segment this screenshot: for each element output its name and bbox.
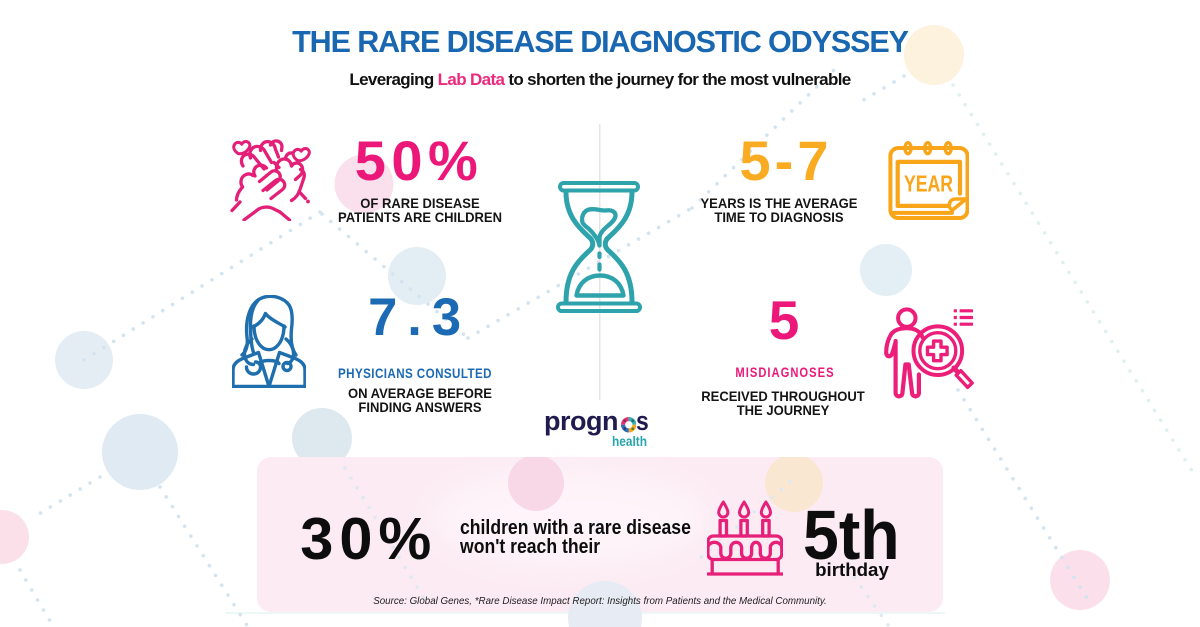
svg-text:YEAR: YEAR: [904, 171, 953, 197]
